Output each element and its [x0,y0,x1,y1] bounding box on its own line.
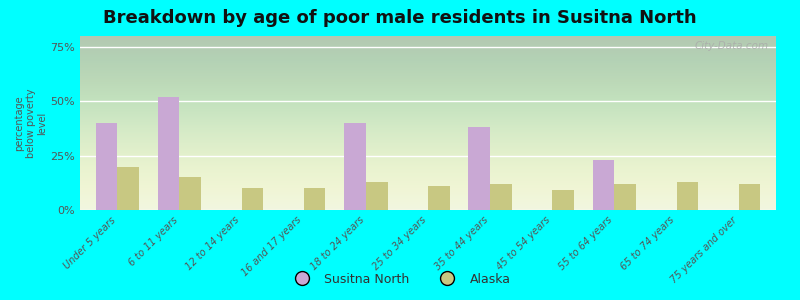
Bar [677,182,698,210]
Bar [242,188,263,210]
Bar [593,160,614,210]
Bar [118,167,139,210]
Bar [614,184,636,210]
Bar [304,188,326,210]
Bar [428,186,450,210]
Text: Breakdown by age of poor male residents in Susitna North: Breakdown by age of poor male residents … [103,9,697,27]
Bar [179,177,201,210]
Bar [344,123,366,210]
Legend: Susitna North, Alaska: Susitna North, Alaska [284,268,516,291]
Bar [738,184,761,210]
Text: City-Data.com: City-Data.com [695,41,769,51]
Bar [366,182,388,210]
Bar [95,123,118,210]
Bar [468,127,490,210]
Y-axis label: percentage
below poverty
level: percentage below poverty level [14,88,48,158]
Bar [158,97,179,210]
Bar [552,190,574,210]
Bar [490,184,512,210]
